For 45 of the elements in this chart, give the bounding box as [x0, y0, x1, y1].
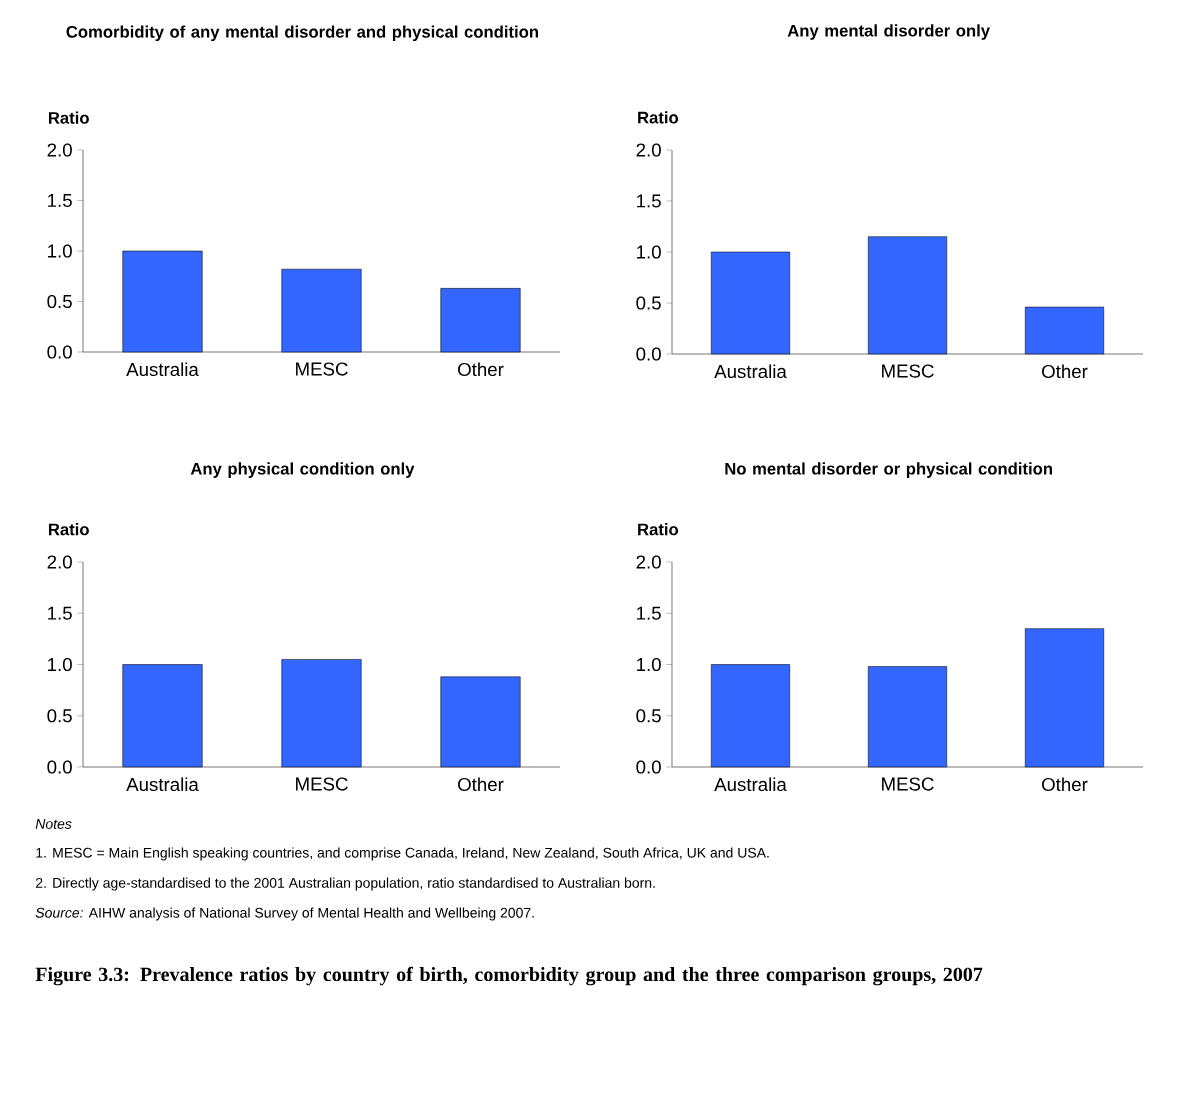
y-tick-label: 1.5 [637, 194, 661, 208]
y-tick-label: 1.0 [48, 244, 72, 258]
y-tick-label: 1.0 [637, 245, 661, 259]
y-tick-label: 1.0 [48, 657, 72, 672]
text: Source: AIHW analysis of National Survey of Mental Health and Wellbeing 2007. [35, 907, 534, 921]
y-tick-label: 0.0 [636, 760, 661, 774]
chart-title: No mental disorder or physical condition [725, 462, 1052, 478]
x-tick-label: Australia [126, 777, 199, 792]
caption: Figure 3.3: Prevalence ratios by country of birth, comorbidity group and the three comparison groups, 2007 [35, 966, 983, 986]
y-tick-label: 1.5 [48, 194, 72, 208]
text: 1. MESC = Main English speaking countries, and comprise Canada, Ireland, New Zealand, South Africa, UK and USA. [36, 847, 769, 861]
x-tick-label: MESC [882, 364, 934, 378]
x-tick-label: Australia [126, 362, 199, 377]
y-axis-title: Ratio [48, 111, 89, 124]
x-tick-label: MESC [882, 777, 934, 791]
chart-title: Any physical condition only [190, 462, 415, 478]
y-tick-label: 2.0 [47, 555, 72, 569]
y-axis-title: Ratio [48, 523, 89, 536]
y-tick-label: 0.0 [47, 760, 72, 774]
y-tick-label: 2.0 [636, 555, 661, 569]
y-tick-label: 0.5 [47, 709, 72, 723]
y-tick-label: 2.0 [636, 143, 661, 157]
y-axis-title: Ratio [638, 523, 679, 536]
x-tick-label: Other [1042, 364, 1088, 379]
x-tick-label: Other [1042, 777, 1088, 792]
text: Notes [35, 819, 72, 829]
y-tick-label: 0.0 [47, 345, 72, 359]
x-tick-label: Australia [714, 364, 787, 379]
y-tick-label: 2.0 [47, 143, 72, 157]
chart-title: Any mental disorder only [787, 24, 990, 40]
y-tick-label: 1.5 [637, 606, 661, 620]
x-tick-label: Other [458, 362, 504, 377]
x-tick-label: MESC [296, 362, 348, 376]
y-tick-label: 0.0 [636, 347, 661, 361]
x-tick-label: MESC [296, 777, 348, 791]
x-tick-label: Other [458, 777, 504, 792]
text: 2. Directly age-standardised to the 2001 Australian population, ratio standardised to Australian born. [36, 877, 655, 891]
y-tick-label: 1.5 [48, 606, 72, 620]
y-tick-label: 0.5 [636, 709, 661, 723]
chart-title: Comorbidity of any mental disorder and physical condition [66, 25, 538, 42]
y-tick-label: 0.5 [47, 294, 72, 309]
x-tick-label: Australia [714, 777, 787, 792]
y-tick-label: 1.0 [637, 657, 661, 672]
y-axis-title: Ratio [638, 111, 679, 124]
y-tick-label: 0.5 [636, 296, 661, 310]
